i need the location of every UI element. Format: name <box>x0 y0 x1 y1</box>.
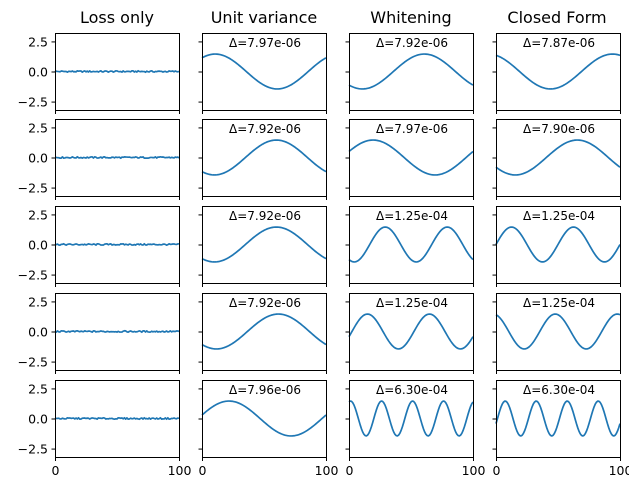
series-line <box>348 53 474 90</box>
x-tick-label: 100 <box>168 463 192 478</box>
series-line <box>495 313 621 350</box>
y-tick-label: 2.5 <box>28 207 48 222</box>
panel-r4-c4: Δ=1.25e-04 <box>492 293 621 374</box>
delta-annotation: Δ=1.25e-04 <box>376 296 448 310</box>
series-line <box>348 313 474 350</box>
x-tick-label: 100 <box>462 463 486 478</box>
series-line <box>201 226 327 263</box>
series-line <box>54 155 180 160</box>
series-line <box>495 226 621 263</box>
delta-annotation: Δ=7.96e-06 <box>229 383 301 397</box>
column-titles: Loss only Unit variance Whitening Closed… <box>80 8 607 27</box>
series-line <box>495 139 621 176</box>
delta-annotation: Δ=7.92e-06 <box>229 209 301 223</box>
series-line <box>201 400 327 437</box>
series-line <box>201 313 327 350</box>
panel-r1-c4: Δ=7.87e-06 <box>492 33 621 114</box>
delta-annotation: Δ=7.92e-06 <box>376 36 448 50</box>
delta-annotation: Δ=7.87e-06 <box>523 36 595 50</box>
series-line <box>348 139 474 176</box>
delta-annotation: Δ=1.25e-04 <box>376 209 448 223</box>
x-tick-label: 0 <box>199 463 207 478</box>
x-tick-label: 0 <box>346 463 354 478</box>
y-tick-label: 2.5 <box>28 294 48 309</box>
y-tick-label: −2.5 <box>18 95 48 110</box>
delta-annotation: Δ=7.92e-06 <box>229 122 301 136</box>
y-tick-label: −2.5 <box>18 181 48 196</box>
series-line <box>201 53 327 90</box>
delta-annotation: Δ=7.92e-06 <box>229 296 301 310</box>
delta-annotation: Δ=6.30e-04 <box>376 383 448 397</box>
y-tick-label: 2.5 <box>28 381 48 396</box>
series-line <box>348 226 474 263</box>
x-tick-label: 100 <box>315 463 339 478</box>
series-line <box>495 400 621 437</box>
panels: 2.5 0.0 −2.5 Δ=7.97e-06 Δ=7.92e-06 Δ=7.87e-06… <box>18 33 629 478</box>
y-tick-label: −2.5 <box>18 355 48 370</box>
panel-r5-c1: 2.5 0.0 −2.5 0 100 <box>18 380 192 478</box>
x-tick-label: 0 <box>52 463 60 478</box>
series-line <box>348 400 474 437</box>
series-line <box>495 53 621 90</box>
delta-annotation: Δ=7.97e-06 <box>229 36 301 50</box>
y-tick-label: −2.5 <box>18 442 48 457</box>
panel-r5-c3: 0 100 Δ=6.30e-04 <box>345 380 486 478</box>
x-tick-label: 100 <box>609 463 629 478</box>
panel-r3-c3: Δ=1.25e-04 <box>345 206 474 287</box>
series-line <box>54 416 180 421</box>
column-title-closed-form: Closed Form <box>507 8 606 27</box>
column-title-unit-variance: Unit variance <box>211 8 318 27</box>
y-tick-label: 0.0 <box>28 325 48 340</box>
y-tick-label: 2.5 <box>28 120 48 135</box>
panel-r4-c3: Δ=1.25e-04 <box>345 293 474 374</box>
delta-annotation: Δ=6.30e-04 <box>523 383 595 397</box>
delta-annotation: Δ=1.25e-04 <box>523 296 595 310</box>
panel-r2-c4: Δ=7.90e-06 <box>492 119 621 200</box>
delta-annotation: Δ=7.90e-06 <box>523 122 595 136</box>
y-tick-label: 0.0 <box>28 412 48 427</box>
y-tick-label: −2.5 <box>18 268 48 283</box>
series-line <box>54 242 180 247</box>
panel-r3-c2: Δ=7.92e-06 <box>198 206 327 287</box>
panel-r2-c1: 2.5 0.0 −2.5 <box>18 119 180 200</box>
y-tick-label: 2.5 <box>28 34 48 49</box>
column-title-loss-only: Loss only <box>80 8 154 27</box>
x-tick-label: 0 <box>493 463 501 478</box>
panel-r3-c4: Δ=1.25e-04 <box>492 206 621 287</box>
delta-annotation: Δ=1.25e-04 <box>523 209 595 223</box>
panel-r3-c1: 2.5 0.0 −2.5 <box>18 206 180 287</box>
series-line <box>54 329 180 334</box>
panel-r1-c2: Δ=7.97e-06 <box>198 33 327 114</box>
panel-r1-c1: 2.5 0.0 −2.5 <box>18 33 180 114</box>
panel-r2-c2: Δ=7.92e-06 <box>198 119 327 200</box>
delta-annotation: Δ=7.97e-06 <box>376 122 448 136</box>
column-title-whitening: Whitening <box>370 8 451 27</box>
panel-r5-c2: 0 100 Δ=7.96e-06 <box>198 380 339 478</box>
panel-r2-c3: Δ=7.97e-06 <box>345 119 474 200</box>
panel-r4-c1: 2.5 0.0 −2.5 <box>18 293 180 374</box>
panel-r4-c2: Δ=7.92e-06 <box>198 293 327 374</box>
series-line <box>201 139 327 176</box>
panel-r1-c3: Δ=7.92e-06 <box>345 33 474 114</box>
series-line <box>54 69 180 74</box>
panel-r5-c4: 0 100 Δ=6.30e-04 <box>492 380 629 478</box>
y-tick-label: 0.0 <box>28 65 48 80</box>
y-tick-label: 0.0 <box>28 151 48 166</box>
y-tick-label: 0.0 <box>28 238 48 253</box>
